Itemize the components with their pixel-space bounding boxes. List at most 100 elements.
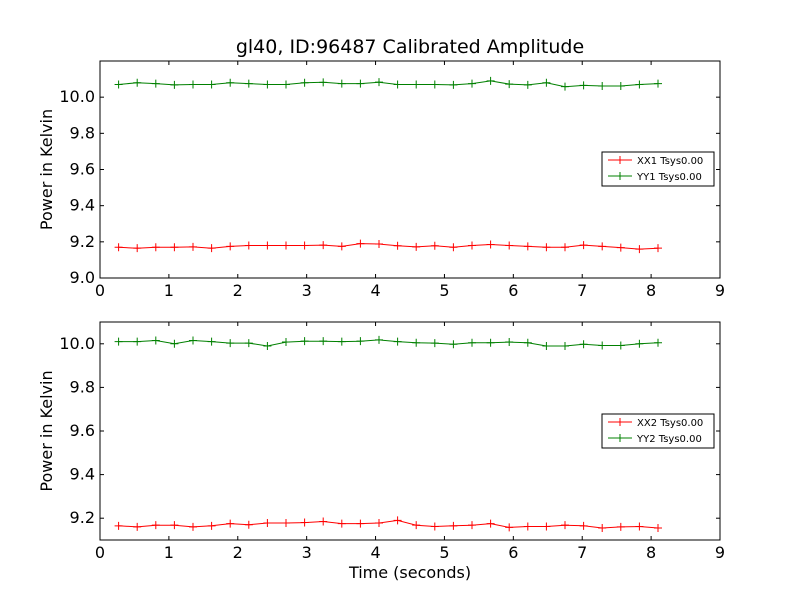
data-point-marker: [598, 242, 607, 251]
data-point-marker: [542, 78, 551, 87]
x-tick-label: 5: [439, 543, 449, 562]
legend-label: YY1 Tsys0.00: [636, 172, 702, 183]
data-point-marker: [151, 336, 160, 345]
legend-box: [601, 413, 715, 449]
data-point-marker: [579, 340, 588, 349]
data-point-marker: [449, 521, 458, 530]
data-point-marker: [300, 518, 309, 527]
x-tick-label: 3: [302, 281, 312, 300]
data-point-marker: [449, 340, 458, 349]
y-axis-label: Power in Kelvin: [37, 370, 56, 491]
data-point-marker: [616, 243, 625, 252]
data-point-marker: [319, 78, 328, 87]
data-point-marker: [282, 338, 290, 347]
legend-label: XX1 Tsys0.00: [637, 156, 703, 167]
data-point-marker: [300, 78, 309, 87]
data-point-marker: [654, 524, 662, 533]
data-point-marker: [375, 240, 383, 249]
data-point-marker: [523, 522, 532, 531]
data-point-marker: [579, 521, 588, 530]
data-point-marker: [542, 341, 551, 350]
data-point-marker: [598, 524, 607, 533]
data-point-marker: [542, 243, 551, 252]
data-point-marker: [189, 522, 197, 531]
x-tick-label: 6: [508, 281, 518, 300]
x-tick-label: 1: [164, 543, 174, 562]
data-point-marker: [133, 522, 142, 531]
x-tick-label: 0: [95, 543, 105, 562]
data-point-marker: [430, 522, 439, 531]
data-point-marker: [505, 80, 514, 89]
data-point-marker: [337, 519, 346, 528]
data-point-marker: [207, 521, 216, 530]
x-tick-label: 1: [164, 281, 174, 300]
data-point-marker: [375, 78, 383, 87]
data-point-marker: [654, 338, 662, 347]
data-point-marker: [375, 335, 383, 344]
data-point-marker: [412, 338, 421, 347]
x-tick-label: 0: [95, 281, 105, 300]
data-point-marker: [412, 242, 421, 251]
y-tick-label: 9.4: [70, 196, 95, 215]
data-point-marker: [635, 245, 644, 254]
x-tick-label: 2: [233, 543, 243, 562]
x-axis-label: Time (seconds): [348, 563, 471, 582]
legend-marker: [616, 434, 624, 442]
data-point-marker: [393, 241, 402, 250]
data-point-marker: [189, 336, 197, 345]
data-point-marker: [151, 79, 160, 88]
data-point-marker: [337, 242, 346, 251]
data-point-marker: [263, 341, 272, 350]
data-point-marker: [523, 338, 532, 347]
data-point-marker: [337, 337, 346, 346]
data-point-marker: [207, 244, 216, 253]
data-point-marker: [505, 241, 514, 250]
data-point-marker: [244, 339, 253, 348]
x-tick-label: 9: [715, 543, 725, 562]
data-point-marker: [151, 521, 160, 530]
data-point-marker: [282, 241, 290, 250]
data-point-marker: [226, 519, 235, 528]
data-point-marker: [114, 521, 123, 530]
data-point-marker: [430, 80, 439, 89]
x-tick-label: 2: [233, 281, 243, 300]
data-point-marker: [616, 81, 625, 90]
data-point-marker: [616, 522, 625, 531]
data-point-marker: [244, 241, 253, 250]
y-tick-label: 9.8: [70, 123, 95, 142]
y-tick-label: 9.8: [70, 377, 95, 396]
y-tick-label: 9.2: [70, 508, 95, 527]
y-tick-label: 9.6: [70, 421, 95, 440]
data-point-marker: [319, 517, 328, 526]
data-point-marker: [468, 338, 476, 347]
chart-title: gl40, ID:96487 Calibrated Amplitude: [236, 36, 584, 58]
data-point-marker: [505, 523, 514, 532]
y-tick-label: 9.6: [70, 160, 95, 179]
data-point-marker: [319, 337, 328, 346]
data-point-marker: [207, 337, 216, 346]
x-tick-label: 8: [646, 543, 656, 562]
data-point-marker: [356, 519, 365, 528]
data-point-marker: [114, 243, 123, 252]
data-point-marker: [207, 80, 216, 89]
x-tick-label: 4: [370, 543, 380, 562]
data-point-marker: [226, 242, 235, 251]
data-point-marker: [654, 244, 662, 253]
legend-marker: [616, 172, 624, 180]
data-point-marker: [170, 80, 179, 89]
data-point-marker: [449, 80, 458, 89]
data-point-marker: [356, 239, 365, 248]
data-point-marker: [263, 518, 272, 527]
x-tick-label: 4: [370, 281, 380, 300]
y-tick-label: 10.0: [59, 334, 95, 353]
y-tick-label: 10.0: [59, 87, 95, 106]
data-point-marker: [468, 521, 476, 530]
data-point-marker: [561, 82, 569, 91]
data-point-marker: [114, 80, 123, 89]
data-point-marker: [523, 242, 532, 251]
data-point-marker: [412, 521, 421, 530]
x-tick-label: 7: [577, 281, 587, 300]
data-point-marker: [468, 241, 476, 250]
